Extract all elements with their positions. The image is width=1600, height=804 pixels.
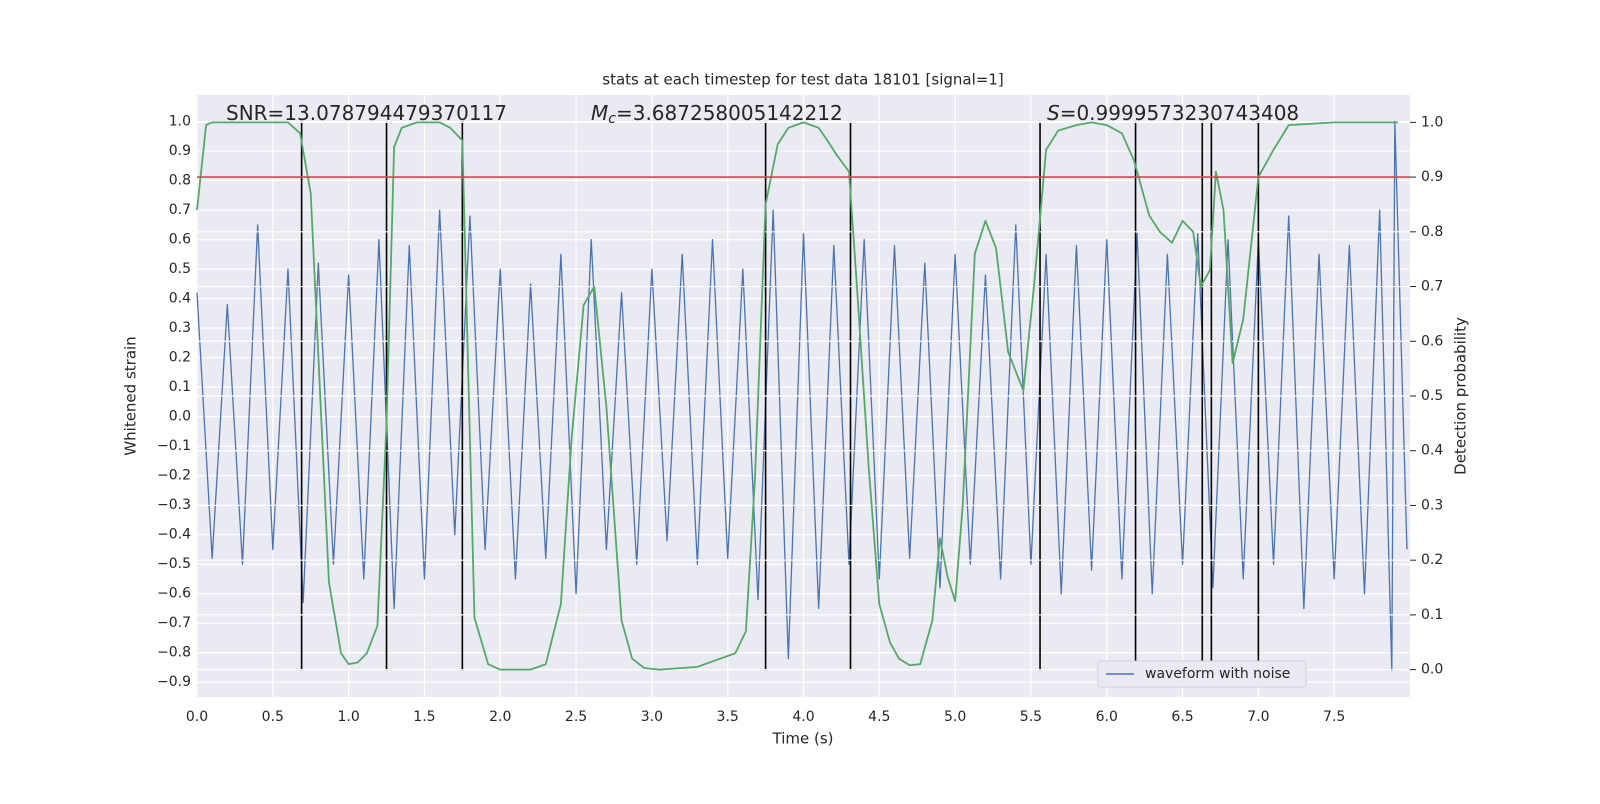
x-tick-label: 3.5 <box>717 709 739 725</box>
annotation-subscript: c <box>608 111 616 127</box>
chart-title: stats at each timestep for test data 181… <box>602 71 1003 89</box>
y2-tick-label: 0.8 <box>1421 224 1443 240</box>
y-tick-label: −0.1 <box>157 438 191 454</box>
y-tick-label: 0.8 <box>169 173 191 189</box>
y-tick-label: 0.2 <box>169 350 191 366</box>
y-tick-label: −0.5 <box>157 556 191 572</box>
y-tick-label: 0.0 <box>169 409 191 425</box>
y-tick-label: −0.6 <box>157 586 191 602</box>
y2-tick-label: 0.4 <box>1421 443 1443 459</box>
x-tick-label: 4.0 <box>792 709 814 725</box>
x-axis-label: Time (s) <box>772 730 834 748</box>
y-tick-label: 0.4 <box>169 291 191 307</box>
x-tick-label: 4.5 <box>868 709 890 725</box>
y-tick-label: 1.0 <box>169 114 191 130</box>
y-tick-label: 0.5 <box>169 261 191 277</box>
y-tick-label: −0.8 <box>157 645 191 661</box>
y2-tick-label: 0.5 <box>1421 388 1443 404</box>
y-tick-label: −0.2 <box>157 468 191 484</box>
annotation: Mc=3.687258005142212 <box>591 101 843 128</box>
series-line <box>196 121 1398 671</box>
y-tick-label: 0.3 <box>169 320 191 336</box>
y-tick-label: 0.6 <box>169 232 191 248</box>
y2-tick-label: 0.2 <box>1421 552 1443 568</box>
x-tick-label: 0.0 <box>186 709 208 725</box>
x-tick-label: 2.5 <box>565 709 587 725</box>
annotation-text: =3.687258005142212 <box>616 101 843 125</box>
x-tick-label: 6.0 <box>1096 709 1118 725</box>
annotation-text: =0.9999573230743408 <box>1060 101 1299 125</box>
y-tick-label: −0.3 <box>157 497 191 513</box>
x-tick-label: 6.5 <box>1171 709 1193 725</box>
annotation-symbol: M <box>591 101 608 125</box>
x-tick-label: 5.5 <box>1020 709 1042 725</box>
y-tick-label: −0.7 <box>157 615 191 631</box>
y-tick-label: 0.9 <box>169 143 191 159</box>
annotation-symbol: S <box>1047 101 1060 125</box>
y-tick-label: −0.4 <box>157 527 191 543</box>
x-tick-label: 1.5 <box>413 709 435 725</box>
y2-tick-label: 0.3 <box>1421 497 1443 513</box>
y2-tick-label: 0.7 <box>1421 279 1443 295</box>
legend-label: waveform with noise <box>1145 666 1290 682</box>
y-tick-label: −0.9 <box>157 674 191 690</box>
y2-tick-label: 0.1 <box>1421 607 1443 623</box>
y-axis-label: Whitened strain <box>122 336 140 455</box>
annotation: S=0.9999573230743408 <box>1047 101 1299 125</box>
x-tick-label: 3.0 <box>641 709 663 725</box>
x-tick-label: 2.0 <box>489 709 511 725</box>
x-tick-label: 5.0 <box>944 709 966 725</box>
x-tick-label: 0.5 <box>262 709 284 725</box>
y-tick-label: 0.7 <box>169 202 191 218</box>
x-tick-label: 7.5 <box>1323 709 1345 725</box>
y2-tick-label: 0.6 <box>1421 333 1443 349</box>
y2-tick-label: 1.0 <box>1421 114 1443 130</box>
legend-box <box>1097 660 1307 688</box>
x-tick-label: 1.0 <box>337 709 359 725</box>
series-line <box>196 120 1408 672</box>
x-tick-label: 7.0 <box>1247 709 1269 725</box>
y2-tick-label: 0.9 <box>1421 169 1443 185</box>
y2-tick-label: 0.0 <box>1421 662 1443 678</box>
y-tick-label: 0.1 <box>169 379 191 395</box>
annotation-text: SNR=13.078794479370117 <box>226 101 507 125</box>
annotation: SNR=13.078794479370117 <box>226 101 507 125</box>
y2-axis-label: Detection probability <box>1452 317 1470 475</box>
